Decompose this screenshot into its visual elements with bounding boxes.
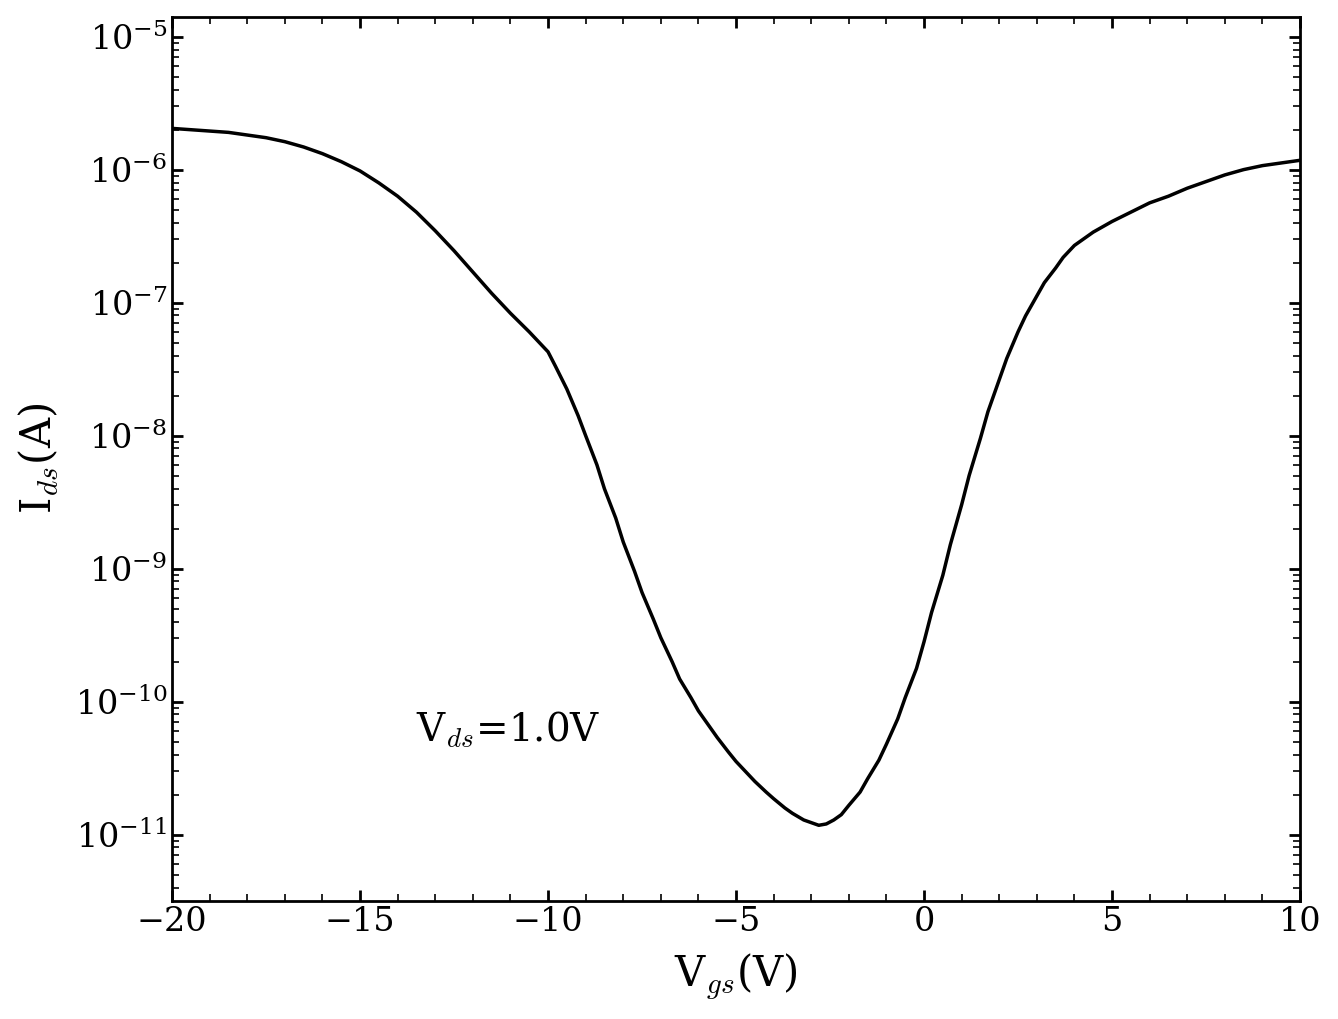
Text: V$_{ds}$=1.0V: V$_{ds}$=1.0V [416, 709, 601, 750]
X-axis label: V$_{gs}$(V): V$_{gs}$(V) [674, 952, 797, 1003]
Y-axis label: I$_{ds}$(A): I$_{ds}$(A) [16, 404, 60, 515]
